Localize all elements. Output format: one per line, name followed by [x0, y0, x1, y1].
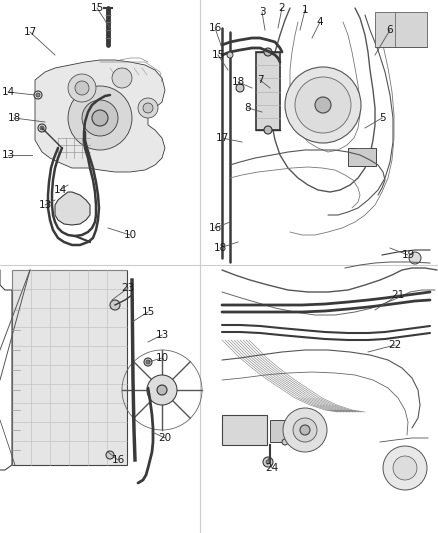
Circle shape: [75, 81, 89, 95]
Circle shape: [264, 48, 272, 56]
Circle shape: [66, 206, 74, 214]
Circle shape: [285, 67, 361, 143]
Circle shape: [40, 126, 44, 130]
Circle shape: [112, 68, 132, 88]
Text: 17: 17: [215, 133, 229, 143]
Text: 21: 21: [392, 290, 405, 300]
Text: 15: 15: [212, 50, 225, 60]
Circle shape: [92, 110, 108, 126]
Circle shape: [227, 52, 233, 58]
Circle shape: [34, 91, 42, 99]
Text: 18: 18: [213, 243, 226, 253]
Text: 1: 1: [302, 5, 308, 15]
Text: 8: 8: [245, 103, 251, 113]
Bar: [12, 270, 127, 465]
Text: 13: 13: [1, 150, 14, 160]
Text: 13: 13: [39, 200, 52, 210]
Bar: [256, 52, 280, 130]
Text: 5: 5: [379, 113, 385, 123]
Circle shape: [36, 93, 40, 97]
Text: 19: 19: [401, 250, 415, 260]
Text: 4: 4: [317, 17, 323, 27]
Text: 16: 16: [208, 23, 222, 33]
Text: 14: 14: [1, 87, 14, 97]
Circle shape: [264, 126, 272, 134]
Text: 22: 22: [389, 340, 402, 350]
Circle shape: [68, 86, 132, 150]
Polygon shape: [55, 192, 90, 225]
Text: 2: 2: [279, 3, 285, 13]
Bar: [270, 420, 300, 442]
Circle shape: [236, 84, 244, 92]
Text: 18: 18: [7, 113, 21, 123]
Bar: [375, 12, 427, 47]
Text: 10: 10: [124, 230, 137, 240]
Text: 16: 16: [208, 223, 222, 233]
Text: 13: 13: [155, 330, 169, 340]
Circle shape: [283, 408, 327, 452]
Text: 17: 17: [23, 27, 37, 37]
Circle shape: [263, 457, 273, 467]
Text: 3: 3: [259, 7, 265, 17]
Text: 10: 10: [155, 353, 169, 363]
Text: 14: 14: [53, 185, 67, 195]
Circle shape: [383, 446, 427, 490]
Circle shape: [146, 360, 150, 364]
Text: 15: 15: [141, 307, 155, 317]
Bar: [348, 148, 376, 166]
Circle shape: [106, 451, 114, 459]
Text: 24: 24: [265, 463, 279, 473]
Circle shape: [293, 418, 317, 442]
Circle shape: [144, 358, 152, 366]
Circle shape: [157, 385, 167, 395]
Circle shape: [138, 98, 158, 118]
Text: 18: 18: [231, 77, 245, 87]
Circle shape: [282, 439, 288, 445]
Circle shape: [38, 124, 46, 132]
Circle shape: [300, 425, 310, 435]
Circle shape: [147, 375, 177, 405]
Circle shape: [393, 456, 417, 480]
Text: 20: 20: [159, 433, 172, 443]
Text: 6: 6: [387, 25, 393, 35]
Circle shape: [315, 97, 331, 113]
Text: 16: 16: [111, 455, 125, 465]
Text: 7: 7: [257, 75, 263, 85]
Circle shape: [82, 100, 118, 136]
Circle shape: [143, 103, 153, 113]
Circle shape: [68, 74, 96, 102]
Text: 23: 23: [121, 283, 134, 293]
Text: 15: 15: [90, 3, 104, 13]
Circle shape: [266, 460, 270, 464]
Polygon shape: [35, 60, 165, 172]
Circle shape: [409, 252, 421, 264]
Bar: [222, 415, 267, 445]
Circle shape: [110, 300, 120, 310]
Circle shape: [295, 77, 351, 133]
